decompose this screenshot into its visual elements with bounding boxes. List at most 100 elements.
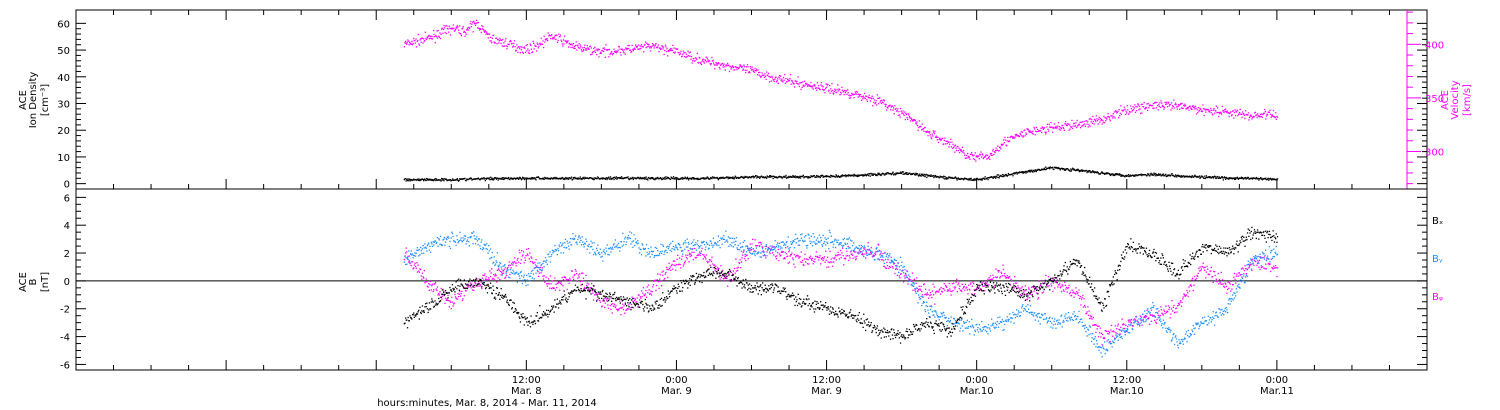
bz-series-point <box>1180 305 1183 307</box>
by-series-point <box>640 249 642 251</box>
density-series-point <box>503 178 506 180</box>
by-series-point <box>634 244 636 247</box>
density-series-point <box>451 179 453 181</box>
velocity-series-point <box>907 113 909 115</box>
bz-series-point <box>1235 282 1237 284</box>
by-series-point <box>408 255 410 257</box>
density-series-point <box>488 178 490 180</box>
velocity-series-point <box>1236 109 1238 111</box>
velocity-series-point <box>415 38 417 40</box>
density-series-point <box>567 177 569 179</box>
density-tick-label: 30 <box>57 100 70 111</box>
bz-series-point <box>739 259 741 261</box>
velocity-series-point <box>522 51 524 53</box>
velocity-series-point <box>1049 126 1051 129</box>
by-series-point <box>625 243 627 246</box>
bz-series-point <box>1273 265 1275 267</box>
velocity-series-point <box>590 54 592 56</box>
velocity-series-point <box>423 40 425 43</box>
velocity-series-point <box>1057 122 1060 124</box>
density-series-point <box>874 173 876 175</box>
velocity-series-point <box>448 25 450 27</box>
density-series-point <box>1219 177 1222 179</box>
by-series-point <box>644 248 646 250</box>
bz-series-point <box>1184 295 1186 297</box>
bz-series-point <box>877 243 879 245</box>
bz-series-point <box>1232 284 1234 286</box>
bz-series-point <box>893 262 895 265</box>
bz-series-point <box>743 258 746 260</box>
density-series-point <box>728 176 730 178</box>
density-series-point <box>1134 175 1136 177</box>
velocity-series-point <box>494 42 496 44</box>
density-axis-title-line: ACE <box>18 90 29 110</box>
velocity-series-point <box>439 32 441 34</box>
velocity-series-point <box>906 116 908 119</box>
velocity-series-point <box>1147 103 1149 105</box>
bz-series-point <box>1220 283 1222 285</box>
velocity-series-point <box>809 85 811 87</box>
velocity-series-point <box>765 78 767 80</box>
by-series-point <box>612 248 614 250</box>
bz-series-point <box>670 269 672 271</box>
velocity-series-point <box>1078 123 1081 126</box>
density-series-point <box>554 178 556 180</box>
by-series-point <box>405 263 407 266</box>
bz-series-point <box>1029 297 1031 299</box>
bz-series-point <box>1050 283 1052 285</box>
velocity-series-point <box>650 47 652 49</box>
density-series-point <box>799 177 802 179</box>
velocity-series-point <box>914 120 916 122</box>
density-series-point <box>1133 175 1135 177</box>
velocity-series-point <box>1220 112 1222 114</box>
density-series-point <box>922 173 924 175</box>
velocity-series-point <box>1028 130 1030 132</box>
density-series-point <box>1119 174 1121 176</box>
velocity-series-point <box>912 120 914 122</box>
velocity-series-point <box>1020 131 1022 133</box>
density-series-point <box>1183 175 1185 177</box>
bz-series-point <box>1074 293 1076 295</box>
density-series-point <box>914 174 916 176</box>
bz-series-point <box>487 279 489 281</box>
density-series-point <box>627 176 629 178</box>
bz-series-point <box>762 250 764 252</box>
velocity-series-point <box>971 151 973 154</box>
bz-series-point <box>1275 264 1277 267</box>
density-series-point <box>1193 176 1195 178</box>
bz-series-point <box>856 255 858 258</box>
by-series-point <box>488 244 490 247</box>
velocity-series-point <box>920 125 922 128</box>
bz-series-point <box>1145 315 1147 317</box>
by-series-point <box>600 256 602 258</box>
bz-series-point <box>460 293 462 295</box>
by-series-point <box>646 251 648 253</box>
bz-series-point <box>821 258 823 260</box>
velocity-series-point <box>530 44 532 47</box>
by-series-point <box>500 266 502 268</box>
bz-series-point <box>974 293 976 295</box>
velocity-series-point <box>1152 103 1155 105</box>
bz-series-point <box>608 299 610 301</box>
bz-series-point <box>436 289 438 292</box>
velocity-series-point <box>951 147 954 149</box>
velocity-series-point <box>898 111 900 113</box>
velocity-series-point <box>834 88 836 90</box>
bz-series-point <box>550 283 552 285</box>
bz-series-point <box>532 262 535 264</box>
bz-series-point <box>1206 265 1208 268</box>
bz-series-point <box>1218 279 1221 281</box>
velocity-series-point <box>510 40 512 43</box>
bz-series-point <box>424 282 426 284</box>
velocity-series-point <box>1124 113 1127 115</box>
density-series-point <box>902 171 905 173</box>
velocity-series-point <box>766 71 768 73</box>
density-series-point <box>523 177 525 179</box>
density-series-point <box>1191 175 1194 177</box>
velocity-series-point <box>483 30 485 32</box>
bz-series-point <box>566 288 568 291</box>
bz-series-point <box>975 289 977 291</box>
density-series-point <box>514 177 516 180</box>
velocity-series-point <box>997 145 999 147</box>
bz-series-point <box>433 289 435 291</box>
